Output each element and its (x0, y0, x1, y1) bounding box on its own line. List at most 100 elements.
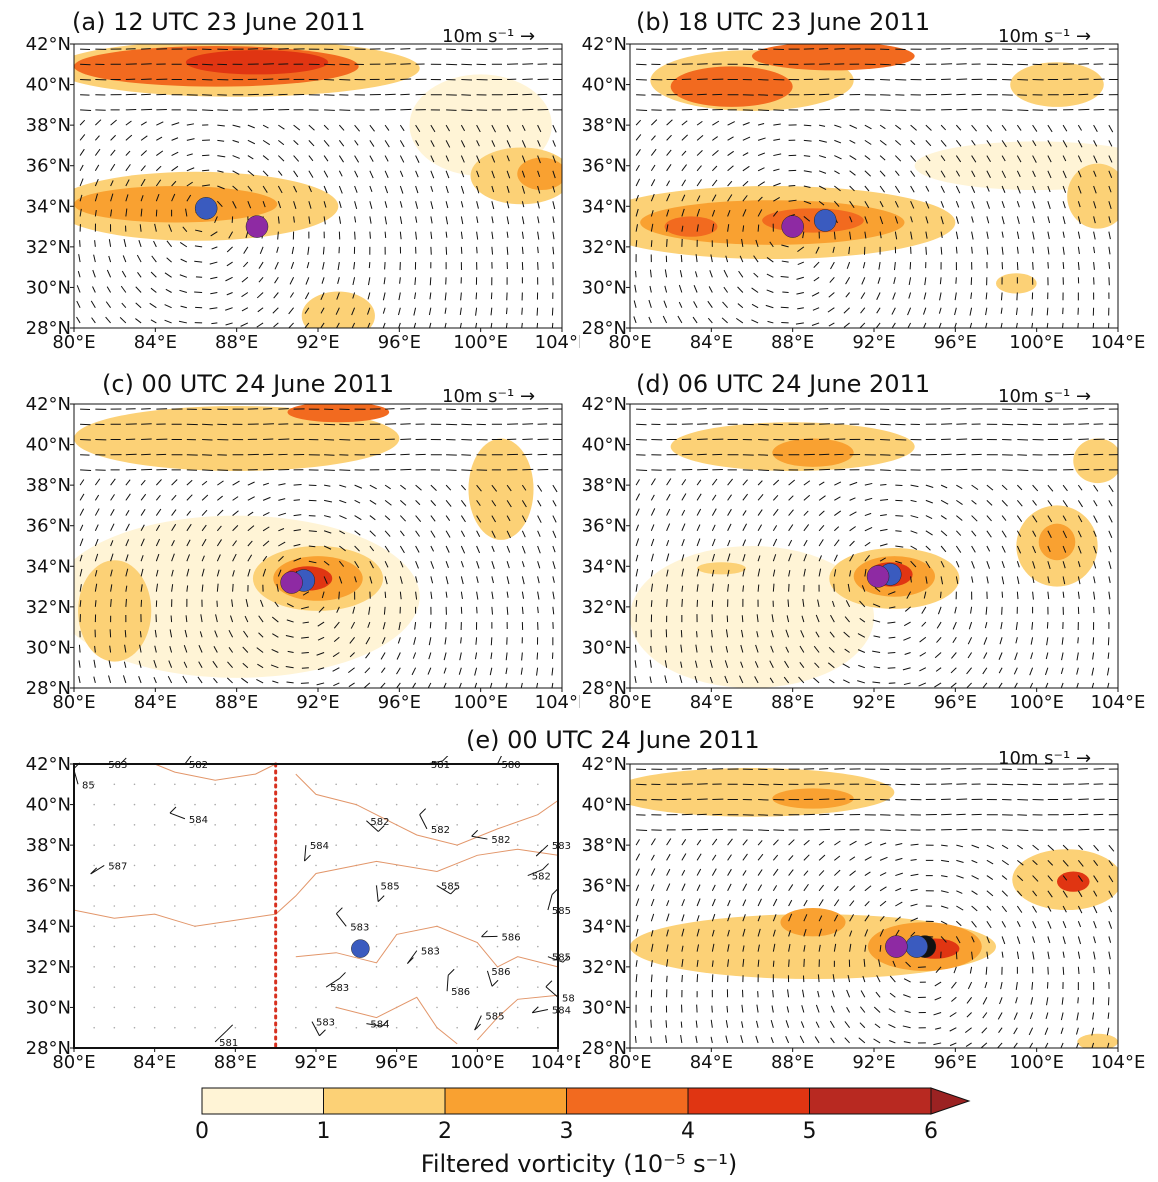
panel-c-wind-arrow (272, 680, 279, 684)
panel-c-wind-arrow (415, 530, 420, 537)
panel-c-wind-arrow (125, 539, 130, 547)
panel-b-lon-tick-1: 84°E (690, 332, 733, 353)
panel-d-wind-arrow (857, 680, 865, 684)
panel-a-wind-arrow (217, 124, 225, 127)
panel-a-wind-arrow (460, 124, 465, 132)
panel-a-wind-arrow (171, 122, 180, 126)
panel-d-wind-arrow (769, 677, 774, 684)
station-map-vortex-marker (351, 939, 370, 958)
panel-a-wind-arrow (354, 201, 358, 209)
panel-a-wind-arrow (415, 201, 419, 209)
panel-a-wind-arrow (202, 184, 211, 187)
panel-f-wind-arrow (1077, 890, 1083, 898)
panel-b-wind-arrow (751, 303, 759, 309)
panel-a-wind-arrow (202, 63, 213, 66)
panel-c-wind-arrow (522, 438, 533, 440)
panel-d-wind-arrow (696, 538, 701, 547)
panel-d-wind-arrow (813, 645, 820, 653)
panel-f-wind-arrow (880, 783, 892, 786)
panel-c-wind-arrow (400, 468, 412, 471)
panel-b-wind-arrow (1107, 322, 1110, 328)
panel-b-wind-arrow (696, 149, 703, 156)
panel-b-wind-arrow (727, 136, 734, 141)
panel-c-wind-arrow (259, 599, 264, 608)
panel-f-wind-arrow (1001, 920, 1007, 928)
panel-d-wind-arrow (1045, 682, 1049, 688)
panel-f-wind-arrow (917, 966, 926, 968)
panel-b-wind-arrow (727, 194, 733, 202)
panel-c-wind-arrow (247, 496, 255, 501)
panel-d-wind-arrow (952, 621, 957, 630)
panel-d-wind-arrow (1078, 468, 1090, 471)
panel-c-wind-arrow (301, 636, 309, 639)
panel-b-wind-arrow (709, 270, 713, 278)
panel-a-wind-arrow (110, 180, 114, 187)
panel-d-wind-arrow (971, 499, 977, 505)
panel-a-wind-arrow (210, 231, 218, 237)
panel-f-wind-arrow (650, 943, 654, 952)
panel-a-wind-arrow (338, 170, 343, 177)
panel-d-wind-arrow (985, 606, 988, 615)
panel-c-wind-arrow (552, 515, 557, 523)
panel-a-wind-arrow (445, 246, 448, 255)
panel-c-wind-arrow (445, 500, 452, 507)
station-wind-barb (486, 970, 493, 987)
panel-a-wind-arrow (262, 170, 269, 177)
panel-b-wind-arrow (781, 260, 789, 263)
station-label: 586 (491, 967, 510, 978)
panel-c-wind-arrow (552, 484, 558, 493)
panel-f-wind-arrow (1108, 921, 1113, 929)
panel-b-vorticity-contour (664, 216, 718, 237)
panel-b-wind-arrow (864, 139, 872, 145)
panel-a-wind-arrow (119, 317, 127, 324)
panel-c-wind-arrow (521, 591, 525, 599)
panel-d-wind-arrow (813, 677, 820, 684)
panel-b-wind-arrow (985, 322, 988, 328)
panel-b-wind-arrow (666, 224, 669, 232)
panel-d-wind-arrow (845, 600, 851, 608)
panel-c-wind-arrow (354, 499, 361, 504)
panel-a-wind-arrow (491, 201, 495, 210)
panel-d-wind-arrow (971, 576, 974, 583)
panel-f-wind-arrow (650, 1036, 652, 1043)
panel-d-wind-arrow (1013, 682, 1018, 688)
panel-f-wind-arrow (1062, 966, 1065, 975)
panel-b-wind-arrow (864, 155, 871, 161)
panel-c-wind-arrow (278, 541, 286, 547)
panel-c-wind-arrow (108, 660, 112, 668)
colorbar-segment-3 (566, 1088, 688, 1114)
panel-c-wind-arrow (521, 545, 526, 554)
panel-c-wind-arrow (338, 576, 343, 584)
panel-b-wind-arrow (894, 200, 899, 208)
panel-f-wind-arrow (666, 975, 668, 983)
panel-b-wind-arrow (818, 124, 826, 127)
panel-d-wind-arrow (818, 481, 825, 486)
panel-d-wind-arrow (1016, 576, 1020, 585)
panel-b-wind-arrow (862, 261, 866, 269)
panel-f-wind-arrow (681, 928, 685, 937)
panel-a-wind-arrow (278, 124, 285, 130)
panel-f-wind-arrow (757, 915, 761, 922)
panel-c-wind-arrow (490, 637, 493, 646)
panel-f-wind-arrow (1093, 860, 1099, 867)
panel-a-wind-arrow (522, 78, 533, 80)
panel-a-wind-arrow (217, 185, 225, 190)
panel-f-wind-arrow (635, 839, 640, 846)
panel-d-wind-arrow (1060, 667, 1064, 674)
panel-c-wind-arrow (171, 584, 174, 592)
panel-d-lat-tick-0: 28°N (582, 678, 627, 699)
panel-a-wind-arrow (125, 179, 130, 187)
panel-d-wind-arrow (650, 583, 654, 592)
panel-a-wind-arrow (92, 269, 96, 278)
panel-c-wind-arrow (505, 682, 508, 688)
panel-d-wind-arrow (1044, 667, 1049, 676)
station-label: 586 (451, 987, 470, 998)
panel-b-wind-arrow (739, 255, 744, 263)
panel-c-wind-arrow (367, 621, 371, 628)
panel-a-wind-arrow (399, 216, 403, 225)
panel-f-lon-tick-1: 84°E (690, 1052, 733, 1073)
panel-c-wind-arrow (354, 515, 362, 521)
panel-d-wind-arrow (742, 493, 748, 501)
colorbar-title: Filtered vorticity (10⁻⁵ s⁻¹) (420, 1150, 738, 1178)
panel-c-wind-arrow (364, 667, 371, 674)
